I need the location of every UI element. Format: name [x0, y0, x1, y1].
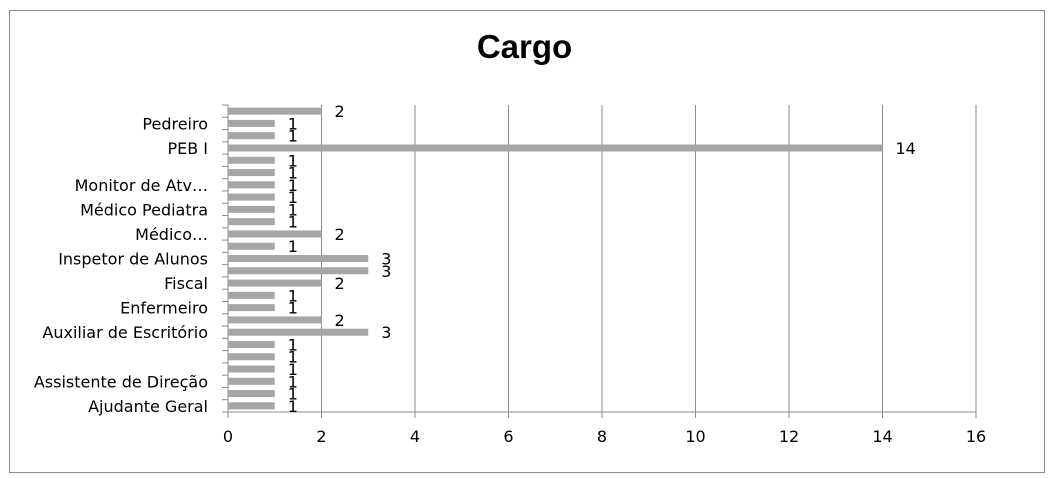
bar-2	[228, 377, 275, 385]
bar-16	[228, 205, 275, 213]
bar-19	[228, 169, 275, 177]
data-label-17: 1	[288, 188, 298, 207]
data-label-19: 1	[288, 164, 298, 183]
data-label-0: 1	[288, 397, 298, 416]
bar-12	[228, 255, 369, 262]
data-label-5: 1	[288, 335, 298, 354]
category-label-2: Auxiliar de Escritório	[42, 323, 208, 342]
data-label-6: 3	[381, 323, 391, 342]
data-label-11: 3	[381, 262, 391, 281]
category-label-0: Ajudante Geral	[88, 397, 208, 416]
data-label-1: 1	[288, 385, 298, 404]
category-label-6: Médico…	[135, 225, 208, 244]
chart-frame	[9, 10, 1045, 473]
data-label-22: 1	[288, 127, 298, 146]
data-label-10: 2	[335, 274, 345, 293]
bar-24	[228, 107, 322, 115]
x-tick-label-4: 8	[597, 427, 607, 446]
data-label-2: 1	[288, 372, 298, 391]
data-label-14: 2	[335, 225, 345, 244]
data-label-13: 1	[288, 237, 298, 256]
data-label-3: 1	[288, 360, 298, 379]
data-label-20: 1	[288, 151, 298, 170]
data-label-24: 2	[335, 102, 345, 121]
data-label-23: 1	[288, 114, 298, 133]
bar-14	[228, 230, 322, 238]
bar-11	[228, 267, 369, 275]
category-label-10: Pedreiro	[142, 114, 208, 133]
bar-6	[228, 328, 369, 336]
x-tick-label-1: 2	[316, 427, 326, 446]
bar-10	[228, 279, 322, 287]
category-label-9: PEB I	[167, 139, 208, 158]
x-tick-label-3: 6	[503, 427, 513, 446]
bar-8	[228, 304, 275, 312]
bar-17	[228, 193, 275, 201]
data-label-7: 2	[335, 311, 345, 330]
data-label-4: 1	[288, 348, 298, 367]
bar-5	[228, 340, 275, 348]
bar-21	[228, 144, 883, 152]
data-label-21: 14	[896, 139, 916, 158]
bar-15	[228, 218, 275, 226]
bar-3	[228, 365, 275, 373]
x-tick-label-7: 14	[872, 427, 892, 446]
bar-13	[228, 242, 275, 250]
bar-22	[228, 132, 275, 140]
data-label-16: 1	[288, 200, 298, 219]
bar-0	[228, 402, 275, 410]
bar-7	[228, 316, 322, 324]
category-label-8: Monitor de Atv…	[75, 176, 208, 195]
bar-23	[228, 119, 275, 127]
category-label-5: Inspetor de Alunos	[58, 250, 208, 269]
category-label-1: Assistente de Direção	[34, 372, 208, 391]
bar-1	[228, 390, 275, 398]
x-tick-label-8: 16	[966, 427, 986, 446]
chart-title: Cargo	[476, 28, 573, 65]
data-label-18: 1	[288, 176, 298, 195]
bar-18	[228, 181, 275, 189]
category-label-7: Médico Pediatra	[80, 200, 208, 219]
category-label-4: Fiscal	[164, 274, 208, 293]
category-label-3: Enfermeiro	[120, 299, 208, 318]
data-label-12: 3	[381, 250, 391, 269]
data-label-8: 1	[288, 299, 298, 318]
x-tick-label-5: 10	[685, 427, 705, 446]
x-tick-label-0: 0	[223, 427, 233, 446]
x-tick-label-6: 12	[779, 427, 799, 446]
data-label-9: 1	[288, 286, 298, 305]
bar-9	[228, 291, 275, 299]
bar-4	[228, 353, 275, 361]
data-label-15: 1	[288, 213, 298, 232]
bar-20	[228, 156, 275, 164]
x-tick-label-2: 4	[410, 427, 420, 446]
